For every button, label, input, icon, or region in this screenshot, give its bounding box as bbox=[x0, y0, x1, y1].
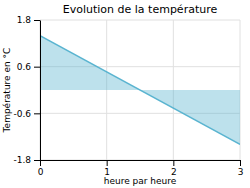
tick-label: 1.8 bbox=[17, 15, 32, 25]
tick-mark bbox=[107, 160, 108, 166]
area bbox=[40, 36, 240, 145]
tick-mark bbox=[40, 160, 41, 166]
tick: -0.6 bbox=[13, 109, 40, 119]
tick: 0.6 bbox=[17, 62, 40, 72]
tick-mark bbox=[34, 113, 40, 114]
tick-mark bbox=[240, 160, 241, 166]
y-axis-label: Température en °C bbox=[2, 48, 12, 134]
x-axis: 0 1 2 3 bbox=[38, 160, 244, 177]
y-axis: -1.8 -0.6 0.6 1.8 bbox=[13, 15, 40, 165]
tick: 1 bbox=[104, 160, 110, 177]
tick: 2 bbox=[171, 160, 177, 177]
line bbox=[40, 36, 240, 145]
plot: 0 1 2 3 -1.8 -0.6 0.6 1.8 bbox=[13, 15, 243, 177]
grid bbox=[40, 20, 240, 160]
tick-mark bbox=[34, 67, 40, 68]
tick-label: 0 bbox=[38, 167, 44, 177]
x-axis-label: heure par heure bbox=[104, 176, 177, 186]
tick-label: 3 bbox=[238, 167, 244, 177]
tick-mark bbox=[34, 20, 40, 21]
tick-label: 0.6 bbox=[17, 62, 32, 72]
tick: 3 bbox=[238, 160, 244, 177]
tick-label: -1.8 bbox=[13, 155, 31, 165]
tick: -1.8 bbox=[13, 155, 40, 165]
axis-line bbox=[40, 21, 41, 161]
grid-line bbox=[40, 20, 240, 21]
tick: 1.8 bbox=[17, 15, 40, 25]
grid-line bbox=[40, 160, 240, 161]
tick-label: -0.6 bbox=[13, 109, 31, 119]
grid-line bbox=[40, 20, 41, 160]
tick-mark bbox=[34, 160, 40, 161]
tick: 0 bbox=[38, 160, 44, 177]
title: Evolution de la température bbox=[63, 3, 218, 16]
marks bbox=[40, 36, 240, 145]
chart: 0 1 2 3 -1.8 -0.6 0.6 1.8 Evolution de la tempér… bbox=[0, 0, 250, 188]
tick-mark bbox=[173, 160, 174, 166]
axis-line bbox=[41, 160, 241, 161]
